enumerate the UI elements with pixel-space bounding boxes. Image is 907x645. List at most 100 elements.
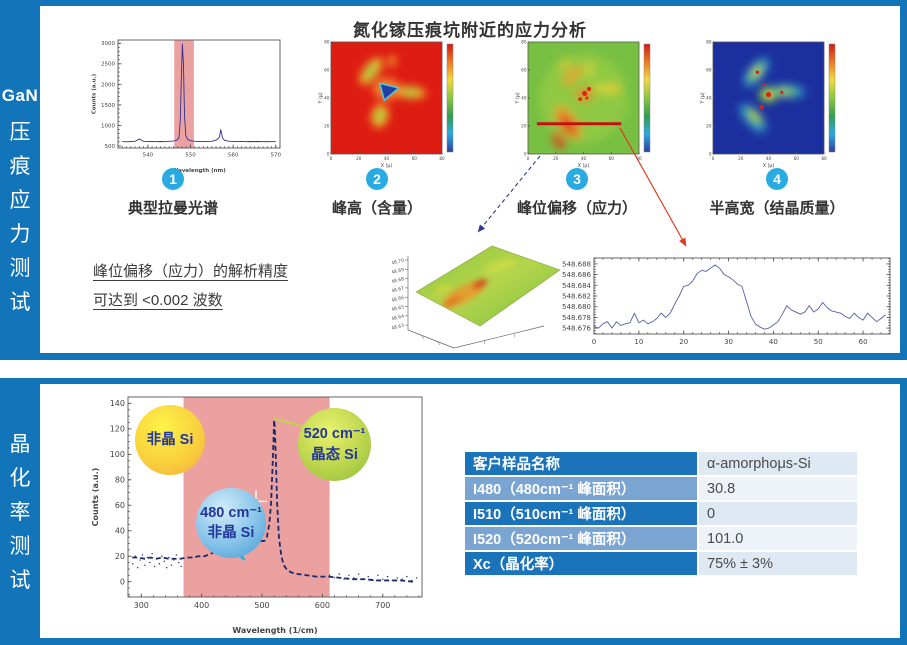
- table-row: Xc（晶化率） 75% ± 3%: [465, 552, 857, 575]
- svg-text:0: 0: [709, 151, 712, 156]
- svg-text:60: 60: [412, 156, 418, 161]
- svg-text:300: 300: [134, 601, 149, 610]
- svg-text:700: 700: [375, 601, 390, 610]
- svg-text:40: 40: [769, 338, 778, 346]
- svg-text:50: 50: [814, 338, 823, 346]
- bubble-amorphous-si-line1: 非晶 Si: [146, 431, 194, 448]
- svg-text:548.67: 548.67: [392, 285, 405, 295]
- svg-text:80: 80: [521, 39, 527, 44]
- svg-text:0: 0: [524, 151, 527, 156]
- gan-stress-panel: 氮化镓压痕坑附近的应力分析 540 550 560 570 500 1000 1500 200…: [40, 6, 900, 353]
- svg-text:3000: 3000: [101, 41, 115, 47]
- svg-text:400: 400: [194, 601, 209, 610]
- figure-meta-3: 3 峰位偏移（应力）: [497, 168, 657, 218]
- svg-text:550: 550: [185, 153, 196, 159]
- svg-text:548.64: 548.64: [392, 313, 405, 323]
- raman-spectrum-chart: 540 550 560 570 500 1000 1500 2000 2500 3000 Wavel…: [88, 32, 288, 174]
- table-row-label: 客户样品名称: [465, 452, 697, 475]
- svg-text:80: 80: [439, 156, 445, 161]
- svg-text:548.66: 548.66: [392, 295, 405, 305]
- table-row-value: 0: [699, 502, 857, 525]
- svg-text:30: 30: [724, 338, 733, 346]
- bubble-amorphous-480-line1: 480 cm⁻¹: [200, 504, 262, 521]
- bubble-amorphous-480-line2: 非晶 Si: [207, 525, 255, 541]
- svg-text:560: 560: [228, 153, 239, 159]
- precision-note: 峰位偏移（应力）的解析精度 可达到 <0.002 波数: [93, 258, 288, 315]
- figure-meta-4: 4 半高宽（结晶质量）: [697, 168, 857, 218]
- svg-text:80: 80: [706, 39, 712, 44]
- peak-height-heatmap: 0 20 40 60 80 0 20 40 60 80 X (μ) Y (μ): [318, 38, 468, 169]
- svg-text:0: 0: [327, 151, 330, 156]
- svg-text:60: 60: [609, 156, 615, 161]
- crystallization-section: 晶化率测试 300 400 500 600 700 0 20 40 60 80 100 120 140 W…: [0, 378, 907, 645]
- svg-text:80: 80: [636, 156, 642, 161]
- step-badge-4: 4: [766, 168, 788, 190]
- surface-3d-plot: 548.70 548.69 548.68 548.67 548.66 548.65 548.…: [388, 230, 567, 354]
- table-row-value: 101.0: [699, 527, 857, 550]
- svg-text:120: 120: [110, 425, 125, 434]
- svg-text:Counts (a.u.): Counts (a.u.): [92, 73, 98, 114]
- svg-text:548.69: 548.69: [392, 267, 405, 277]
- bubble-amorphous-si-480: 480 cm⁻¹ 非晶 Si: [196, 488, 266, 558]
- svg-text:20: 20: [738, 156, 744, 161]
- svg-text:548.682: 548.682: [562, 292, 591, 300]
- svg-text:60: 60: [324, 67, 330, 72]
- precision-note-line2: 可达到 <0.002 波数: [93, 291, 223, 309]
- figure-meta-1: 1 典型拉曼光谱: [93, 168, 253, 218]
- fwhm-heatmap: 0 20 40 60 80 0 20 40 60 80 X (μ) Y (μ): [700, 38, 850, 169]
- svg-text:40: 40: [581, 156, 587, 161]
- svg-text:10: 10: [634, 338, 643, 346]
- svg-text:20: 20: [553, 156, 559, 161]
- bubble-amorphous-si: 非晶 Si: [135, 405, 205, 475]
- svg-text:548.684: 548.684: [562, 282, 591, 290]
- table-row-label: I480（480cm⁻¹ 峰面积）: [465, 477, 697, 500]
- svg-text:548.680: 548.680: [562, 303, 591, 311]
- figure-caption-1: 典型拉曼光谱: [127, 200, 218, 217]
- svg-text:548.678: 548.678: [562, 314, 591, 322]
- svg-text:1000: 1000: [101, 123, 115, 129]
- table-row: I520（520cm⁻¹ 峰面积） 101.0: [465, 527, 857, 550]
- svg-text:40: 40: [706, 95, 712, 100]
- step-badge-3: 3: [566, 168, 588, 190]
- svg-text:2500: 2500: [101, 62, 115, 68]
- figure-caption-2: 峰高（含量）: [331, 200, 422, 217]
- svg-text:Y (μ): Y (μ): [700, 92, 706, 104]
- svg-text:548.65: 548.65: [392, 304, 405, 314]
- table-row-label: Xc（晶化率）: [465, 552, 697, 575]
- svg-text:20: 20: [356, 156, 362, 161]
- gan-stress-section: GaN 压痕应力测试 氮化镓压痕坑附近的应力分析 540 550 560 570 500…: [0, 0, 907, 360]
- svg-text:40: 40: [521, 95, 527, 100]
- svg-text:0: 0: [592, 338, 596, 346]
- step-badge-2: 2: [366, 168, 388, 190]
- page-title: 氮化镓压痕坑附近的应力分析: [353, 21, 587, 40]
- svg-text:20: 20: [521, 123, 527, 128]
- svg-text:40: 40: [384, 156, 390, 161]
- svg-text:0: 0: [330, 156, 333, 161]
- svg-text:60: 60: [115, 501, 125, 510]
- svg-text:60: 60: [859, 338, 868, 346]
- svg-text:40: 40: [115, 527, 125, 536]
- table-row-value: 75% ± 3%: [699, 552, 857, 575]
- sidebar-crystallization: 晶化率测试: [0, 378, 40, 645]
- crystallization-panel: 300 400 500 600 700 0 20 40 60 80 100 120 140 Wavelen…: [40, 384, 900, 638]
- sidebar-crystallization-label: 晶化率测试: [9, 433, 31, 593]
- sidebar-gan: GaN 压痕应力测试: [0, 0, 40, 360]
- svg-text:60: 60: [706, 67, 712, 72]
- svg-text:548.676: 548.676: [562, 325, 591, 333]
- svg-text:570: 570: [270, 153, 281, 159]
- svg-text:Y (μ): Y (μ): [515, 92, 521, 104]
- table-row: I510（510cm⁻¹ 峰面积） 0: [465, 502, 857, 525]
- figure-caption-3: 峰位偏移（应力）: [516, 200, 637, 217]
- svg-text:1500: 1500: [101, 103, 115, 109]
- svg-text:40: 40: [766, 156, 772, 161]
- svg-text:20: 20: [115, 552, 125, 561]
- svg-text:600: 600: [315, 601, 330, 610]
- peak-shift-heatmap: 0 20 40 60 80 0 20 40 60 80 X (μ) Y (μ): [515, 38, 665, 169]
- svg-text:548.70: 548.70: [392, 258, 405, 268]
- svg-text:2000: 2000: [101, 82, 115, 88]
- sidebar-gan-label: 压痕应力测试: [9, 121, 31, 315]
- svg-text:60: 60: [521, 67, 527, 72]
- table-row: I480（480cm⁻¹ 峰面积） 30.8: [465, 477, 857, 500]
- svg-text:Y (μ): Y (μ): [318, 92, 324, 104]
- svg-text:60: 60: [794, 156, 800, 161]
